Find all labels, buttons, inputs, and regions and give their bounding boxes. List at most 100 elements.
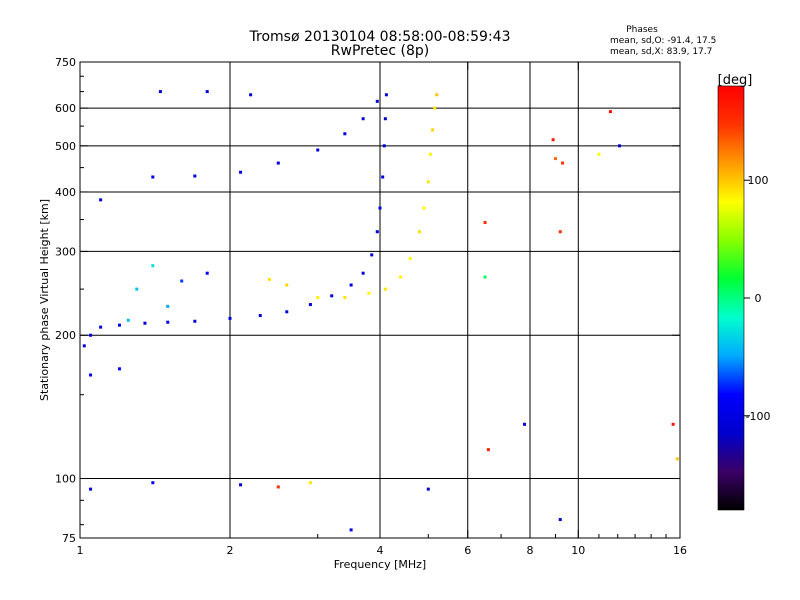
scatter-point [249,93,253,97]
scatter-point [370,253,374,257]
scatter-point [361,271,365,275]
scatter-point [166,304,170,308]
y-tick-label: 600 [55,102,76,115]
scatter-point [180,279,184,283]
y-axis-ticks: 75 100 200 300 400 500 600 750 [55,56,680,545]
scatter-point [99,325,103,329]
scatter-point [285,283,289,287]
scatter-point [316,148,320,152]
scatter-point [308,481,312,485]
scatter-point [483,275,487,279]
y-tick-label: 200 [55,329,76,342]
colorbar-tick-label: 100 [748,174,769,187]
grid-lines [80,62,680,538]
scatter-point [433,106,437,110]
x-axis-label: Frequency [MHz] [334,558,426,571]
scatter-point [205,271,209,275]
scatter-point [82,344,86,348]
x-tick-label: 8 [527,544,534,557]
y-tick-label: 75 [62,532,76,545]
scatter-point [239,483,243,487]
scatter-point [675,457,679,461]
scatter-point [381,175,385,179]
scatter-point [117,367,121,371]
scatter-point [135,287,139,291]
scatter-point [367,291,371,295]
scatter-point [553,157,557,161]
scatter-point [435,93,439,97]
scatter-point [608,110,612,114]
scatter-point [267,277,271,281]
y-tick-label: 300 [55,245,76,258]
y-axis-label: Stationary phase Virtual Height [km] [38,199,51,401]
scatter-point [239,170,243,174]
scatter-point [383,287,387,291]
scatter-point [143,321,147,325]
scatter-point [276,161,280,165]
y-tick-label: 750 [55,56,76,69]
scatter-point [375,99,379,103]
scatter-point [151,264,155,268]
scatter-point [330,294,334,298]
scatter-point [126,318,130,322]
scatter-point [597,152,601,156]
scatter-points [82,90,679,532]
phases-heading: Phases [626,25,658,35]
scatter-point [89,333,93,337]
y-tick-label: 500 [55,140,76,153]
scatter-point [671,422,675,426]
x-tick-label: 4 [377,544,384,557]
scatter-point [558,518,562,522]
scatter-point [89,487,93,491]
y-tick-label: 400 [55,186,76,199]
scatter-point [426,487,430,491]
scatter-point [316,296,320,300]
colorbar-ticks: 100 0 -100 [744,174,770,423]
scatter-point [561,161,565,165]
scatter-point [378,206,382,210]
x-tick-label: 10 [571,544,585,557]
scatter-point [228,316,232,320]
scatter-point [399,275,403,279]
scatter-point [486,448,490,452]
scatter-point [151,481,155,485]
scatter-point [417,230,421,234]
x-tick-label: 6 [464,544,471,557]
scatter-point [523,422,527,426]
scatter-point [483,221,487,225]
x-tick-label: 16 [673,544,687,557]
scatter-point [193,319,197,323]
scatter-point [276,485,280,489]
x-tick-label: 1 [77,544,84,557]
scatter-point [551,138,555,142]
scatter-point [428,152,432,156]
scatter-point [151,175,155,179]
scatter-point [349,528,353,532]
scatter-point [375,230,379,234]
x-axis-ticks: 1 2 4 6 8 10 16 [77,62,687,557]
scatter-point [343,296,347,300]
scatter-point [205,90,209,94]
colorbar-label: [deg] [718,73,753,88]
colorbar-tick-label: -100 [746,410,771,423]
scatter-point [618,144,622,148]
chart-title-line1: Tromsø 20130104 08:58:00-08:59:43 [249,29,511,45]
phases-x-stats: mean, sd,X: 83.9, 17.7 [610,47,712,57]
scatter-point [258,314,262,318]
scatter-point [431,128,435,132]
scatter-point [558,230,562,234]
colorbar-tick-label: 0 [755,292,762,305]
scatter-point [285,310,289,314]
x-tick-label: 2 [227,544,234,557]
scatter-point [89,373,93,377]
scatter-point [384,93,388,97]
scatter-point [349,283,353,287]
scatter-point [308,303,312,307]
scatter-point [117,323,121,327]
scatter-point [166,320,170,324]
scatter-point [383,117,387,121]
phases-o-stats: mean, sd,O: -91.4, 17.5 [610,36,716,46]
scatter-point [193,174,197,178]
scatter-point [343,132,347,136]
